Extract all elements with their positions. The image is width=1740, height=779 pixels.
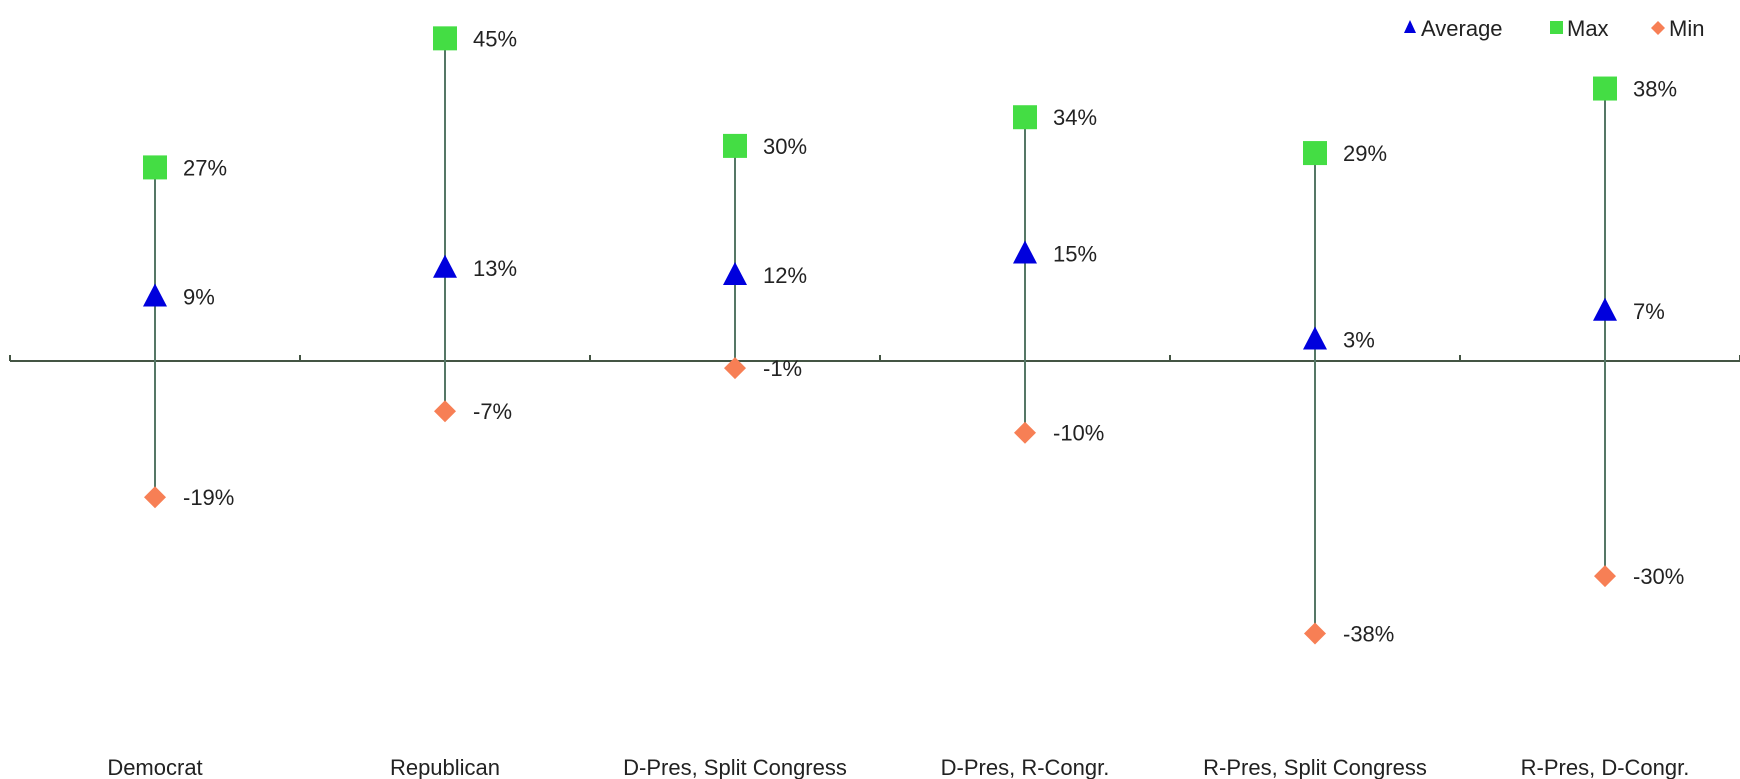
- average-marker: [143, 283, 167, 307]
- min-marker: [144, 486, 166, 509]
- average-data-label: 9%: [183, 284, 215, 309]
- average-marker: [1593, 297, 1617, 321]
- range-lines: [154, 38, 1606, 634]
- average-data-label: 13%: [473, 256, 517, 281]
- x-axis: [9, 355, 1740, 362]
- max-data-label: 29%: [1343, 141, 1387, 166]
- min-marker: [1304, 622, 1326, 645]
- category-label: Republican: [390, 755, 500, 779]
- max-marker: [1303, 141, 1327, 166]
- min-data-label: -38%: [1343, 621, 1394, 646]
- average-marker: [1303, 326, 1327, 350]
- average-marker: [723, 261, 747, 285]
- category-label: R-Pres, D-Congr.: [1521, 755, 1690, 779]
- category-labels: Democrat Republican D-Pres, Split Congress…: [107, 755, 1689, 779]
- max-marker: [1593, 76, 1617, 101]
- min-data-label: -10%: [1053, 421, 1104, 446]
- legend-item: Min: [1651, 16, 1704, 41]
- category-label: Democrat: [107, 755, 202, 779]
- average-data-label: 15%: [1053, 241, 1097, 266]
- average-marker: [433, 254, 457, 278]
- min-marker: [434, 400, 456, 423]
- category-label: D-Pres, R-Congr.: [941, 755, 1110, 779]
- average-data-label: 3%: [1343, 327, 1375, 352]
- category-label: R-Pres, Split Congress: [1203, 755, 1427, 779]
- min-data-label: -7%: [473, 399, 512, 424]
- legend: Average Max Min: [1404, 16, 1704, 41]
- legend-max-marker: [1550, 21, 1563, 34]
- max-marker: [433, 26, 457, 51]
- legend-average-marker: [1404, 20, 1416, 33]
- min-marker: [1594, 565, 1616, 588]
- legend-min-marker: [1651, 21, 1665, 35]
- min-data-label: -30%: [1633, 564, 1684, 589]
- data-labels: 27% 9% -19% 45% 13% -7% 30% 12% -1% 34% 15% -10% 29%…: [183, 26, 1684, 646]
- legend-label: Average: [1421, 16, 1503, 41]
- max-marker: [1013, 105, 1037, 130]
- legend-item: Max: [1550, 16, 1609, 41]
- legend-label: Max: [1567, 16, 1609, 41]
- legend-label: Min: [1669, 16, 1704, 41]
- max-data-label: 30%: [763, 134, 807, 159]
- min-marker: [724, 357, 746, 380]
- max-data-label: 27%: [183, 155, 227, 180]
- max-data-label: 38%: [1633, 77, 1677, 102]
- max-marker: [143, 155, 167, 180]
- markers: [143, 26, 1617, 645]
- max-data-label: 45%: [473, 26, 517, 51]
- max-marker: [723, 133, 747, 158]
- min-marker: [1014, 421, 1036, 444]
- average-marker: [1013, 240, 1037, 264]
- min-data-label: -1%: [763, 356, 802, 381]
- min-data-label: -19%: [183, 485, 234, 510]
- average-data-label: 12%: [763, 263, 807, 288]
- average-data-label: 7%: [1633, 299, 1665, 324]
- legend-item: Average: [1404, 16, 1503, 41]
- max-data-label: 34%: [1053, 105, 1097, 130]
- category-label: D-Pres, Split Congress: [623, 755, 847, 779]
